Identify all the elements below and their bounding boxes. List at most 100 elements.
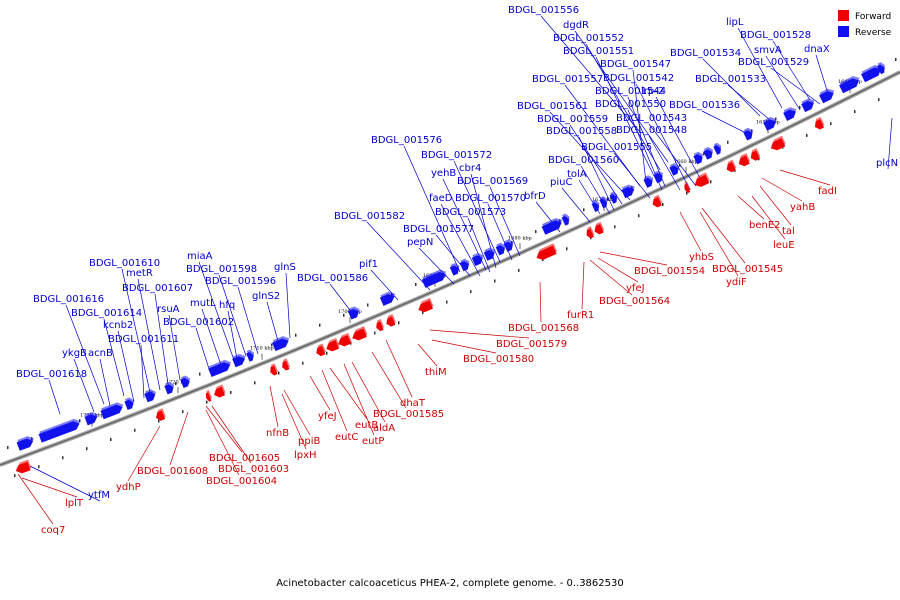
reverse-gene-label[interactable]: BDGL_001547 <box>600 59 671 70</box>
forward-gene[interactable] <box>336 332 353 348</box>
forward-gene-label[interactable]: fadI <box>818 186 837 197</box>
reverse-gene-label[interactable]: BDGL_001542 <box>603 73 674 84</box>
forward-gene[interactable] <box>204 389 213 402</box>
forward-gene[interactable] <box>724 159 737 174</box>
reverse-gene-label[interactable]: piuC <box>550 177 572 188</box>
reverse-gene[interactable] <box>838 74 862 94</box>
forward-gene[interactable] <box>154 408 167 422</box>
reverse-gene[interactable] <box>231 352 248 368</box>
reverse-gene-label[interactable]: BDGL_001561 <box>517 101 588 112</box>
forward-gene[interactable] <box>212 384 227 399</box>
reverse-gene[interactable] <box>38 417 83 443</box>
forward-gene[interactable] <box>280 358 291 371</box>
reverse-gene[interactable] <box>782 105 799 121</box>
reverse-gene[interactable] <box>180 374 193 389</box>
forward-gene[interactable] <box>384 314 397 328</box>
reverse-gene-label[interactable]: BDGL_001544 <box>595 86 666 97</box>
forward-gene[interactable] <box>534 243 558 262</box>
forward-gene-label[interactable]: leuE <box>773 240 795 251</box>
reverse-gene[interactable] <box>621 183 638 199</box>
reverse-gene-label[interactable]: cbr4 <box>459 163 481 174</box>
forward-gene-label[interactable]: BDGL_001608 <box>137 466 208 477</box>
reverse-gene-label[interactable]: BDGL_001576 <box>371 135 442 146</box>
reverse-gene-label[interactable]: mutL <box>190 298 216 309</box>
reverse-gene[interactable] <box>144 388 159 403</box>
reverse-gene[interactable] <box>860 63 884 83</box>
reverse-gene-label[interactable]: ykgB <box>62 348 87 359</box>
reverse-gene-label[interactable]: BDGL_001577 <box>403 224 474 235</box>
reverse-gene[interactable] <box>818 87 837 104</box>
reverse-gene[interactable] <box>16 434 36 451</box>
forward-gene-label[interactable]: BDGL_001605 <box>209 453 280 464</box>
forward-gene-label[interactable]: ydiF <box>726 277 747 288</box>
reverse-gene-label[interactable]: glnS <box>274 262 296 273</box>
reverse-gene[interactable] <box>702 146 715 160</box>
reverse-gene-label[interactable]: BDGL_001529 <box>738 57 809 68</box>
forward-gene-label[interactable]: yhbS <box>689 252 714 263</box>
reverse-gene[interactable] <box>124 396 137 410</box>
reverse-gene[interactable] <box>245 349 256 362</box>
reverse-gene-label[interactable]: BDGL_001569 <box>457 176 528 187</box>
reverse-gene[interactable] <box>591 199 602 212</box>
forward-gene[interactable] <box>748 148 761 162</box>
forward-gene-label[interactable]: eutC <box>335 432 358 443</box>
reverse-gene[interactable] <box>653 169 666 184</box>
reverse-gene-label[interactable]: BDGL_001528 <box>740 30 811 41</box>
reverse-gene-label[interactable]: dgdR <box>563 20 589 31</box>
reverse-gene-label[interactable]: BDGL_001598 <box>186 264 257 275</box>
reverse-gene-label[interactable]: glnS2 <box>252 291 280 302</box>
forward-gene[interactable] <box>682 181 692 194</box>
reverse-gene-label[interactable]: BDGL_001618 <box>16 369 87 380</box>
reverse-gene-label[interactable]: bfrD <box>524 191 546 202</box>
forward-gene[interactable] <box>268 363 279 376</box>
reverse-gene-label[interactable]: plcN <box>876 158 898 169</box>
reverse-gene-label[interactable]: lipL <box>726 17 744 28</box>
forward-gene-label[interactable]: furR1 <box>567 310 594 321</box>
reverse-gene[interactable] <box>762 115 779 131</box>
forward-gene[interactable] <box>314 343 327 358</box>
reverse-gene-label[interactable]: BDGL_001543 <box>616 113 687 124</box>
reverse-gene[interactable] <box>471 251 486 267</box>
reverse-gene[interactable] <box>347 305 362 320</box>
reverse-gene[interactable] <box>379 290 398 306</box>
forward-gene[interactable] <box>650 194 663 209</box>
reverse-gene-label[interactable]: BDGL_001586 <box>297 273 368 284</box>
forward-gene-label[interactable]: benE2 <box>749 220 781 231</box>
forward-gene[interactable] <box>592 221 605 236</box>
reverse-gene-label[interactable]: kcnb2 <box>103 320 133 331</box>
reverse-gene[interactable] <box>692 150 705 165</box>
forward-gene-label[interactable]: ydhP <box>116 482 141 493</box>
forward-gene-label[interactable]: dhaT <box>400 398 426 409</box>
reverse-gene[interactable] <box>609 191 620 204</box>
reverse-gene-label[interactable]: BDGL_001557 <box>532 74 603 85</box>
reverse-gene-label[interactable]: BDGL_001573 <box>435 207 506 218</box>
reverse-gene-label[interactable]: dnaX <box>804 44 830 55</box>
forward-gene-label[interactable]: BDGL_001603 <box>218 464 289 475</box>
reverse-gene[interactable] <box>271 334 291 352</box>
forward-gene[interactable] <box>14 459 32 475</box>
reverse-gene-label[interactable]: yehB <box>431 168 456 179</box>
reverse-gene[interactable] <box>495 241 508 256</box>
reverse-gene[interactable] <box>712 142 724 155</box>
forward-gene-label[interactable]: BDGL_001585 <box>373 409 444 420</box>
reverse-gene-label[interactable]: hfq <box>219 300 235 311</box>
forward-gene[interactable] <box>768 135 787 153</box>
reverse-gene[interactable] <box>742 126 755 141</box>
reverse-gene[interactable] <box>561 213 572 226</box>
reverse-gene[interactable] <box>876 61 888 75</box>
reverse-gene-label[interactable]: BDGL_001614 <box>71 308 142 319</box>
forward-gene-label[interactable]: eutB <box>355 420 378 431</box>
reverse-gene-label[interactable]: BDGL_001560 <box>548 155 619 166</box>
reverse-gene-label[interactable]: BDGL_001616 <box>33 294 104 305</box>
forward-gene-label[interactable]: BDGL_001545 <box>712 264 783 275</box>
forward-gene-label[interactable]: ppiB <box>298 436 320 447</box>
reverse-gene[interactable] <box>483 246 498 261</box>
reverse-gene-label[interactable]: BDGL_001607 <box>122 283 193 294</box>
reverse-gene-label[interactable]: rsuA <box>157 304 180 315</box>
forward-gene-label[interactable]: nfnB <box>266 428 289 439</box>
forward-gene-label[interactable]: BDGL_001604 <box>206 476 277 487</box>
forward-gene[interactable] <box>812 116 825 131</box>
reverse-gene[interactable] <box>503 238 516 252</box>
forward-gene-label[interactable]: coq7 <box>41 525 65 536</box>
forward-gene-label[interactable]: yahB <box>790 202 815 213</box>
